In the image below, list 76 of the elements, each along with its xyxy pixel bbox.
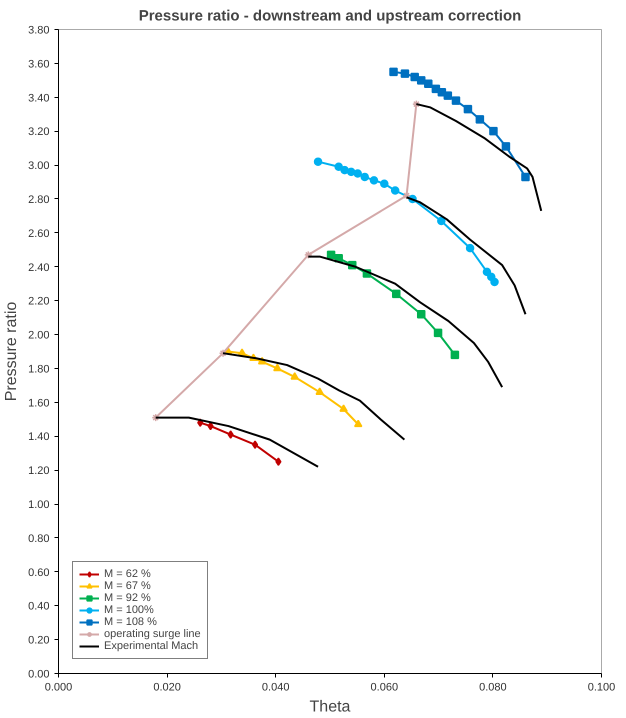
y-tick-label: 2.60 xyxy=(28,228,50,240)
point xyxy=(464,104,472,114)
point xyxy=(400,69,410,78)
point xyxy=(521,172,530,182)
y-tick-label: 2.80 xyxy=(28,194,50,206)
y-tick-label: 1.20 xyxy=(28,465,50,478)
legend-label: M = 67 % xyxy=(104,580,151,592)
legend-label: M = 100% xyxy=(104,604,154,616)
point xyxy=(444,91,452,100)
y-tick-label: 3.40 xyxy=(28,92,50,104)
point xyxy=(402,191,411,200)
y-tick-label: 2.00 xyxy=(28,330,50,342)
x-tick-label: 0.080 xyxy=(479,682,507,694)
y-tick-label: 1.60 xyxy=(28,397,50,410)
y-tick-label: 0.60 xyxy=(28,566,50,579)
y-tick-label: 1.00 xyxy=(28,499,50,512)
y-tick-label: 3.00 xyxy=(28,160,50,172)
y-tick-label: 2.20 xyxy=(28,296,50,308)
point xyxy=(434,328,442,338)
point xyxy=(290,372,299,380)
x-tick-label: 0.040 xyxy=(262,682,290,694)
point xyxy=(360,172,369,182)
point xyxy=(334,162,343,172)
point xyxy=(380,179,389,188)
point xyxy=(314,157,322,166)
point xyxy=(228,430,234,439)
point xyxy=(424,79,433,88)
x-axis-title: Theta xyxy=(310,698,351,716)
y-tick-label: 0.80 xyxy=(28,532,50,545)
y-axis-title: Pressure ratio xyxy=(3,302,20,402)
point xyxy=(340,166,349,174)
point xyxy=(339,404,348,412)
point xyxy=(389,68,398,76)
point xyxy=(466,244,474,252)
point xyxy=(354,420,362,428)
point xyxy=(273,364,282,372)
y-tick-label: 0.20 xyxy=(28,634,50,647)
point xyxy=(490,278,499,286)
point xyxy=(218,348,228,358)
point xyxy=(326,250,336,260)
point xyxy=(275,457,282,466)
point xyxy=(390,186,400,195)
point xyxy=(416,310,426,318)
y-tick-label: 2.40 xyxy=(28,262,50,274)
point xyxy=(452,96,460,105)
point xyxy=(252,440,258,449)
legend-label: M = 108 % xyxy=(104,616,157,628)
point xyxy=(437,216,446,226)
legend-label: Experimental Mach xyxy=(104,640,198,652)
legend-label: M = 62 % xyxy=(104,568,151,580)
point xyxy=(370,176,378,185)
point xyxy=(392,290,400,298)
x-tick-label: 0.060 xyxy=(370,682,398,694)
point xyxy=(502,142,510,151)
y-tick-label: 3.80 xyxy=(28,24,50,36)
point xyxy=(346,168,356,176)
chart-title: Pressure ratio - downstream and upstream correction xyxy=(138,8,522,24)
x-tick-label: 0.000 xyxy=(44,682,72,694)
y-tick-label: 3.20 xyxy=(28,126,50,138)
point xyxy=(416,76,426,85)
point xyxy=(476,115,484,124)
y-tick-label: 1.40 xyxy=(28,431,50,444)
point xyxy=(353,169,362,178)
point xyxy=(450,350,460,360)
point xyxy=(489,126,498,136)
y-tick-label: 0.40 xyxy=(28,600,50,613)
point xyxy=(315,387,324,395)
legend-label: operating surge line xyxy=(104,628,201,640)
point xyxy=(482,268,492,276)
x-tick-label: 0.020 xyxy=(153,682,181,694)
y-tick-label: 3.60 xyxy=(28,58,50,70)
legend-label: M = 92 % xyxy=(104,592,151,604)
y-tick-label: 1.80 xyxy=(28,363,50,376)
y-tick-label: 0.00 xyxy=(28,668,50,680)
x-tick-label: 0.100 xyxy=(588,682,616,694)
point xyxy=(304,250,313,260)
